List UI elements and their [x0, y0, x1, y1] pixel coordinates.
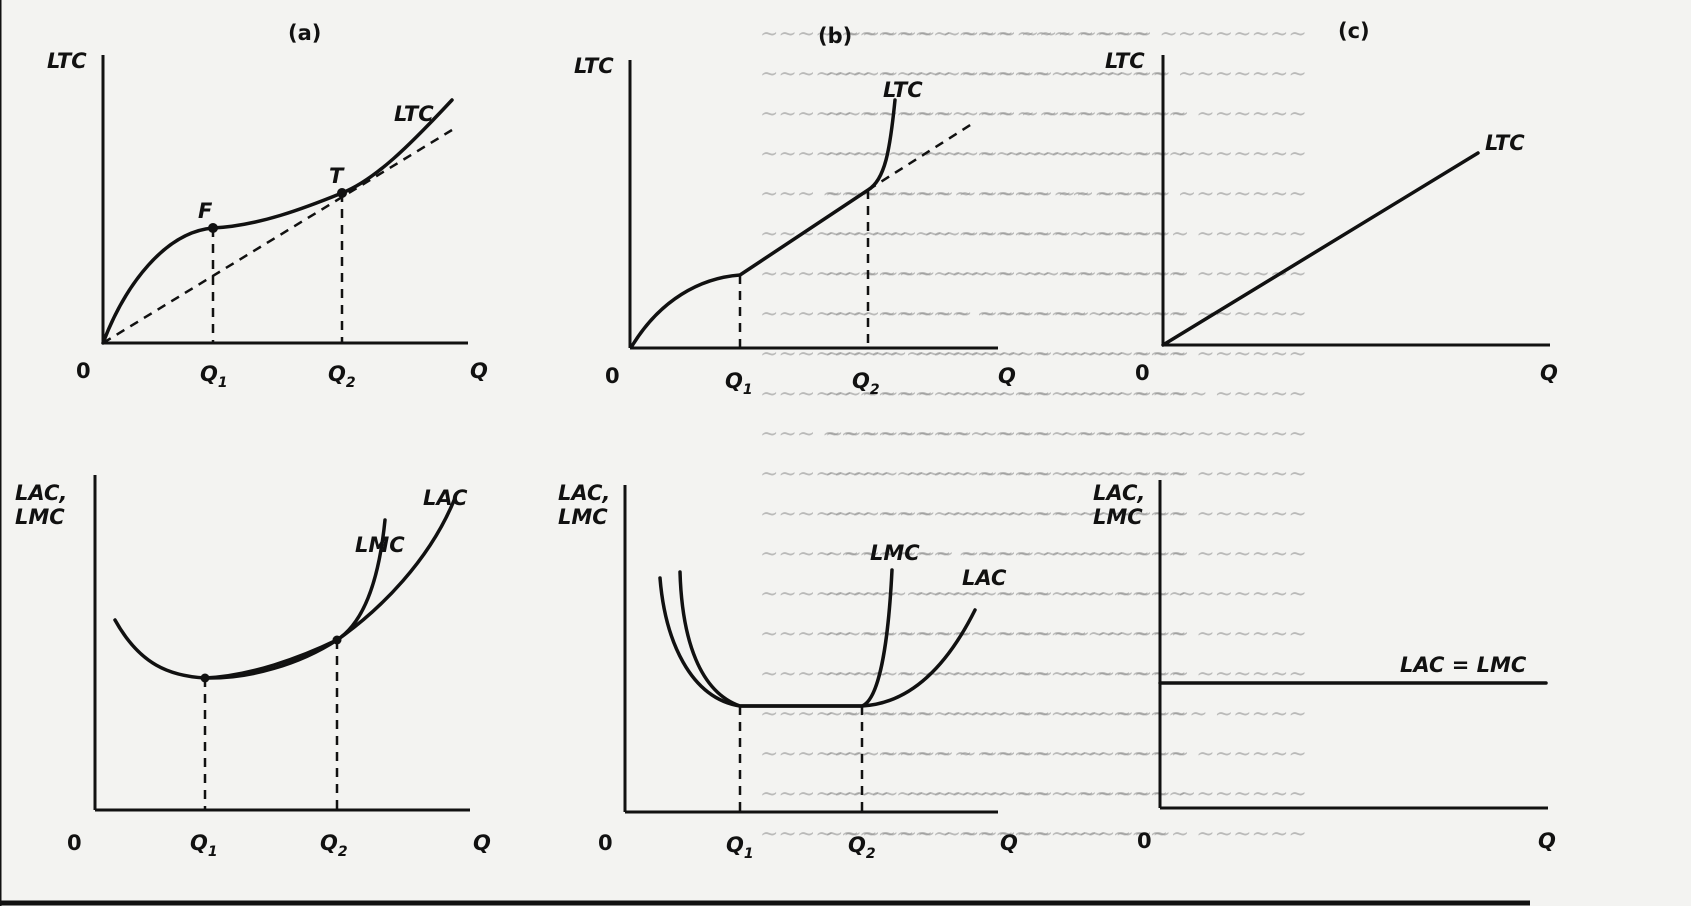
point-t-marker: [337, 188, 347, 198]
panel-c-top-origin-label: 0: [1135, 361, 1150, 385]
panel-c-bottom-x-axis-label: Q: [1538, 829, 1556, 853]
panel-c-top-y-axis-label: LTC: [1105, 49, 1145, 73]
panel-a-top-q1-label: Q1: [200, 362, 228, 391]
panel-b-ltc-curve: [630, 98, 897, 348]
panel-a-ltc-label: LTC: [394, 102, 434, 126]
panel-c-bottom: LAC, LMC 0 Q LAC = LMC: [1093, 480, 1556, 853]
panel-b-top-y-axis-label: LTC: [574, 54, 614, 78]
background-bleed-text-left: ~~~~ ~~~~~~ ~~~ ~~~~~~~ ~~~~~~ ~~~~ ~~~~…: [760, 22, 1187, 847]
panel-c-title: (c): [1338, 19, 1370, 43]
panel-a-bottom-y-axis-label-1: LAC,: [15, 481, 67, 505]
point-f-marker: [208, 223, 218, 233]
panel-c-top-x-axis-label: Q: [1540, 361, 1558, 385]
point-f-label: F: [198, 199, 213, 223]
panel-a-bottom-x-axis-label: Q: [473, 831, 491, 855]
panel-a-top-y-axis-label: LTC: [47, 49, 87, 73]
panel-b-top-origin-label: 0: [605, 364, 620, 388]
panel-c-top: (c) LTC 0 Q LTC: [1105, 19, 1558, 385]
panel-b-top-extension-dashed: [867, 120, 976, 192]
panel-c-lac-lmc-label: LAC = LMC: [1400, 653, 1527, 677]
panel-c-ltc-line: [1161, 151, 1480, 347]
panel-b-title: (b): [818, 24, 852, 48]
panel-a-ltc-curve: [101, 98, 454, 345]
panel-b-top-x-axis-label: Q: [998, 364, 1016, 388]
panel-b-bottom: LAC, LMC 0 Q LMC LAC Q1 Q2: [558, 481, 1018, 862]
panel-b-top-q1-label: Q1: [725, 369, 753, 398]
panel-b-top: (b) LTC 0 Q LTC Q1 Q2: [574, 24, 1016, 398]
panel-c-ltc-label: LTC: [1485, 131, 1525, 155]
panel-c-bottom-y-axis-label-2: LMC: [1093, 505, 1143, 529]
panel-b-ltc-label: LTC: [883, 78, 923, 102]
panel-b-bottom-x-axis-label: Q: [1000, 831, 1018, 855]
panel-a-top-q2-label: Q2: [328, 362, 356, 391]
background-bleed-text-right: ~~~~~~ ~~~~~~~ ~~~~ ~~~~~~~~ ~~~~ ~~~~~~…: [825, 22, 1307, 847]
panel-a-lmc-label: LMC: [355, 533, 405, 557]
panel-b-top-q2-label: Q2: [852, 369, 880, 398]
panel-a-top-origin-label: 0: [76, 359, 91, 383]
panel-a-lac-label: LAC: [423, 486, 468, 510]
panel-b-lac-label: LAC: [962, 566, 1007, 590]
panel-a-top: (a) LTC 0 Q F T LTC Q1 Q2: [47, 21, 488, 391]
panel-a-lac-min-marker: [200, 673, 210, 683]
panel-a-bottom: LAC, LMC 0 Q LMC LAC Q1 Q2: [15, 475, 491, 860]
panel-a-lac-lmc-intersection: [332, 635, 342, 645]
panel-b-bottom-origin-label: 0: [598, 831, 613, 855]
panel-a-bottom-origin-label: 0: [67, 831, 82, 855]
panel-b-bottom-y-axis-label-2: LMC: [558, 505, 608, 529]
panel-a-top-x-axis-label: Q: [470, 359, 488, 383]
panel-a-title: (a): [288, 21, 321, 45]
panel-c-bottom-y-axis-label-1: LAC,: [1093, 481, 1145, 505]
panel-a-bottom-q1-label: Q1: [190, 831, 218, 860]
panel-b-lmc-label: LMC: [870, 541, 920, 565]
panel-a-lac-curve: [113, 496, 457, 680]
panel-b-bottom-q1-label: Q1: [726, 833, 754, 862]
panel-c-bottom-origin-label: 0: [1137, 829, 1152, 853]
panel-a-top-ray: [102, 128, 453, 345]
panel-b-lmc-curve: [678, 568, 894, 708]
panel-a-bottom-y-axis-label-2: LMC: [15, 505, 65, 529]
panel-a-bottom-q2-label: Q2: [320, 831, 348, 860]
panel-b-bottom-y-axis-label-1: LAC,: [558, 481, 610, 505]
panel-b-lac-curve: [658, 576, 977, 708]
panel-b-bottom-q2-label: Q2: [848, 833, 876, 862]
point-t-label: T: [329, 164, 345, 188]
